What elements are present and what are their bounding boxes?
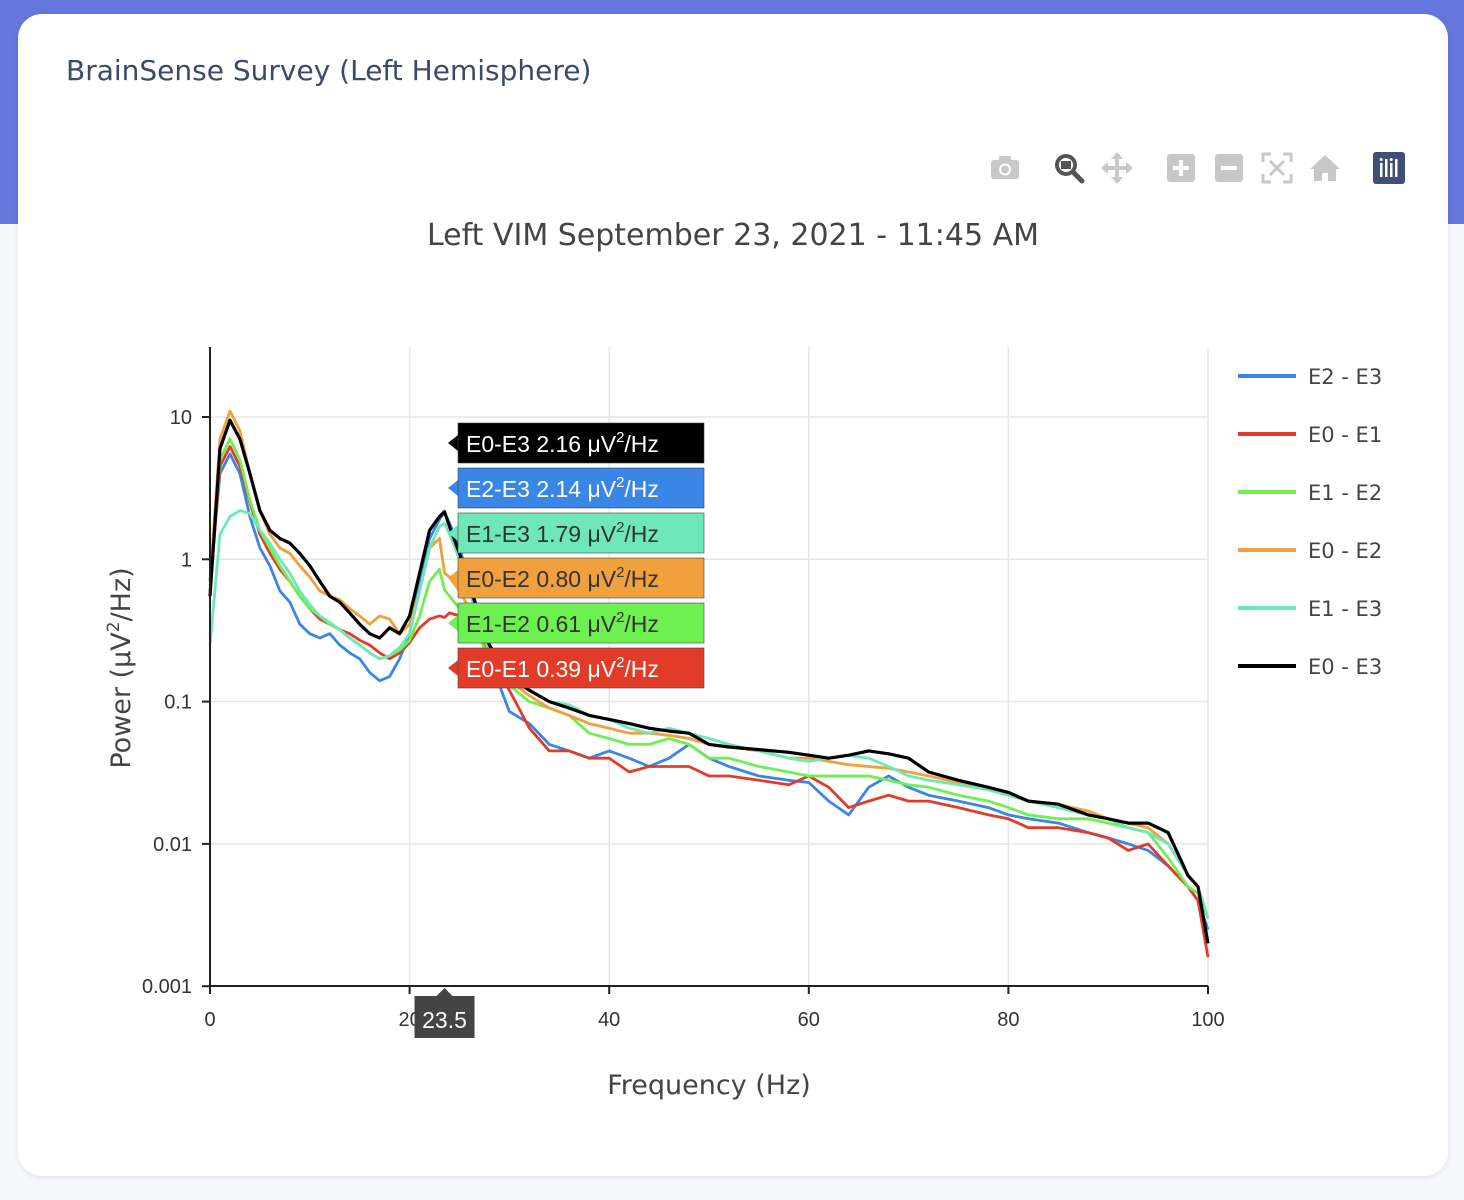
hover-unit-sup: 2 — [616, 654, 624, 671]
traces — [208, 409, 1210, 958]
trace-e1-e2 — [208, 437, 1210, 919]
hover-pointer — [448, 525, 458, 541]
hover-text: E0-E3 2.16 μV2/Hz — [466, 429, 659, 457]
hover-text: E1-E2 0.61 μV2/Hz — [466, 609, 659, 637]
home-icon[interactable] — [1307, 150, 1343, 186]
hover-value: E1-E2 0.61 μV — [466, 611, 617, 637]
legend-label: E2 - E3 — [1308, 365, 1382, 389]
hover-unit-post: /Hz — [624, 521, 659, 547]
hover-label: E0-E3 2.16 μV2/Hz — [448, 422, 705, 464]
y-axis-title-sup: 2 — [104, 621, 124, 632]
x-hover-pointer — [436, 988, 453, 996]
y-axis-title: Power (μV2/Hz) — [104, 567, 137, 768]
hover-unit-sup: 2 — [616, 564, 624, 581]
hover-unit-post: /Hz — [624, 476, 659, 502]
x-hover-box — [414, 996, 475, 1038]
chart-title: Left VIM September 23, 2021 - 11:45 AM — [427, 218, 1039, 253]
hover-unit-sup: 2 — [616, 429, 624, 446]
hover-box — [457, 512, 705, 554]
modebar — [0, 150, 1464, 190]
plotly-logo-icon[interactable] — [1371, 150, 1407, 186]
autoscale-icon[interactable] — [1259, 150, 1295, 186]
hover-box — [457, 557, 705, 599]
legend-item[interactable]: E2 - E3 — [1238, 365, 1382, 389]
zoom-in-icon[interactable] — [1163, 150, 1199, 186]
trace-e1-e3 — [208, 509, 1210, 919]
y-tick-label: 0.01 — [153, 834, 192, 856]
zoom-out-icon[interactable] — [1211, 150, 1247, 186]
legend-item[interactable]: E0 - E1 — [1238, 423, 1382, 447]
hover-label: E0-E1 0.39 μV2/Hz — [448, 647, 705, 689]
legend-label: E1 - E2 — [1308, 481, 1382, 505]
hover-text: E0-E1 0.39 μV2/Hz — [466, 654, 659, 682]
hover-unit-sup: 2 — [616, 474, 624, 491]
legend-label: E0 - E2 — [1308, 539, 1382, 563]
legend[interactable]: E2 - E3 E0 - E1 E1 - E2 E0 - E2 E1 - E3 E0 - … — [1238, 365, 1382, 679]
hover-box — [457, 467, 705, 509]
y-ticks: 10 1 0.1 0.01 0.001 — [142, 407, 210, 998]
x-tick-label: 80 — [997, 1009, 1019, 1031]
hover-label: E2-E3 2.14 μV2/Hz — [448, 467, 705, 509]
hover-pointer — [448, 435, 458, 451]
hover-value: E2-E3 2.14 μV — [466, 476, 617, 502]
legend-label: E1 - E3 — [1308, 597, 1382, 621]
hover-label: E1-E3 1.79 μV2/Hz — [448, 512, 705, 554]
hover-label: E0-E2 0.80 μV2/Hz — [448, 557, 705, 599]
hover-box — [457, 602, 705, 644]
hover-unit-post: /Hz — [624, 656, 659, 682]
trace-e2-e3 — [208, 452, 1210, 931]
y-tick-label: 0.001 — [142, 976, 192, 998]
hover-text: E1-E3 1.79 μV2/Hz — [466, 519, 659, 547]
camera-icon[interactable] — [987, 150, 1023, 186]
hover-value: E0-E1 0.39 μV — [466, 656, 617, 682]
hover-pointer — [448, 660, 458, 676]
pan-icon[interactable] — [1099, 150, 1135, 186]
hover-text: E2-E3 2.14 μV2/Hz — [466, 474, 659, 502]
hover-value: E0-E3 2.16 μV — [466, 431, 617, 457]
axes — [209, 347, 1208, 987]
hover-label: E1-E2 0.61 μV2/Hz — [448, 602, 705, 644]
x-tick-label: 60 — [798, 1009, 820, 1031]
y-tick-label: 1 — [181, 549, 192, 571]
zoom-icon[interactable] — [1051, 150, 1087, 186]
y-axis-title-pre: Power (μV — [106, 632, 137, 769]
grid — [210, 347, 1209, 986]
y-tick-label: 0.1 — [164, 692, 192, 714]
hover-unit-post: /Hz — [624, 611, 659, 637]
hover-unit-sup: 2 — [616, 519, 624, 536]
hover-pointer — [448, 615, 458, 631]
hover-value: E1-E3 1.79 μV — [466, 521, 617, 547]
x-hover-label: 23.5 — [414, 988, 475, 1038]
x-tick-label: 40 — [598, 1009, 620, 1031]
x-ticks: 0 20 40 60 80 100 — [204, 986, 1225, 1031]
x-hover-text: 23.5 — [422, 1007, 467, 1033]
x-tick-label: 0 — [204, 1009, 215, 1031]
hover-unit-sup: 2 — [616, 609, 624, 626]
legend-label: E0 - E1 — [1308, 423, 1382, 447]
x-axis-title: Frequency (Hz) — [607, 1070, 811, 1101]
hover-unit-post: /Hz — [624, 566, 659, 592]
legend-item[interactable]: E1 - E3 — [1238, 597, 1382, 621]
hover-box — [457, 422, 705, 464]
trace-e0-e3 — [208, 418, 1210, 944]
y-tick-label: 10 — [170, 407, 192, 429]
hover-value: E0-E2 0.80 μV — [466, 566, 617, 592]
trace-e0-e2 — [208, 409, 1210, 919]
hover-box — [457, 647, 705, 689]
y-axis-title-post: /Hz) — [106, 567, 137, 621]
card-title: BrainSense Survey (Left Hemisphere) — [66, 54, 592, 87]
survey-card: BrainSense Survey (Left Hemisphere) — [18, 14, 1448, 1176]
legend-label: E0 - E3 — [1308, 655, 1382, 679]
hover-pointer — [448, 570, 458, 586]
hover-pointer — [448, 480, 458, 496]
legend-item[interactable]: E0 - E2 — [1238, 539, 1382, 563]
legend-item[interactable]: E1 - E2 — [1238, 481, 1382, 505]
hover-unit-post: /Hz — [624, 431, 659, 457]
legend-item[interactable]: E0 - E3 — [1238, 655, 1382, 679]
x-tick-label: 100 — [1191, 1009, 1224, 1031]
hover-text: E0-E2 0.80 μV2/Hz — [466, 564, 659, 592]
